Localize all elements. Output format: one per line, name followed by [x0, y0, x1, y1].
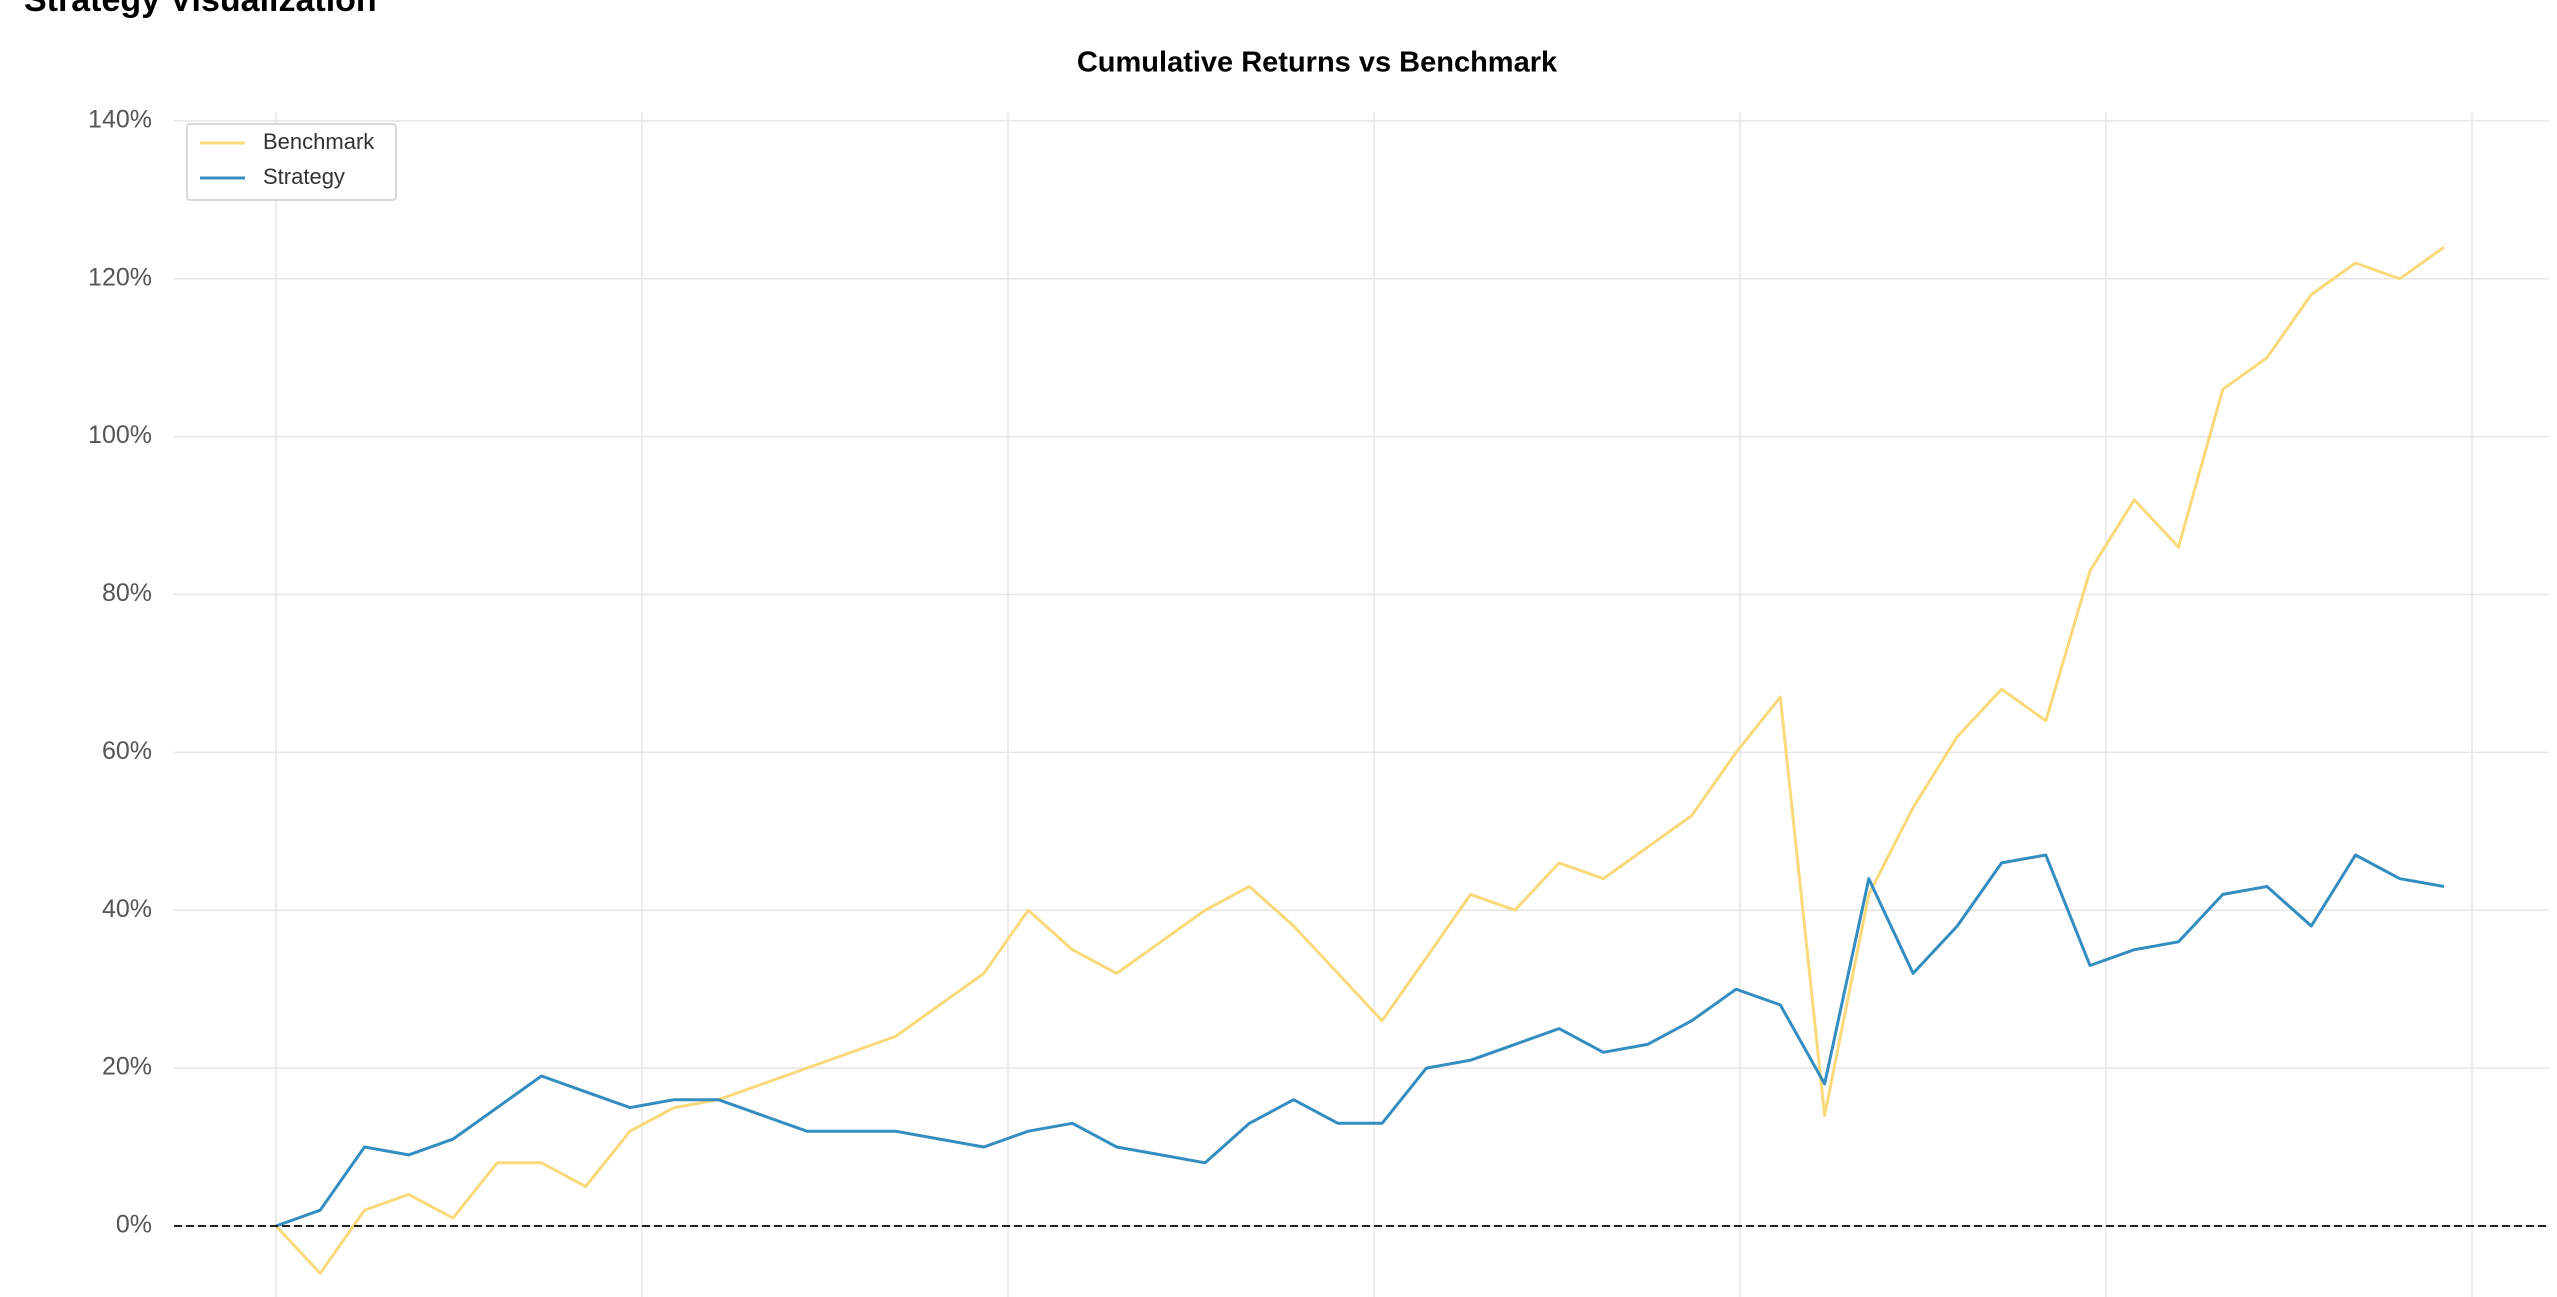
y-tick-label: 120%: [88, 263, 152, 291]
page-heading: Strategy Visualization: [24, 0, 377, 19]
y-tick-label: 100%: [88, 421, 152, 449]
series-line: [275, 853, 2445, 1228]
y-tick-label: 80%: [102, 579, 152, 607]
y-tick-label: 140%: [88, 106, 152, 134]
y-tick-label: 0%: [116, 1211, 152, 1239]
legend-label: Benchmark: [263, 129, 375, 154]
series-line: [274, 245, 2445, 1275]
legend-label: Strategy: [263, 164, 345, 189]
y-tick-label: 20%: [102, 1053, 152, 1081]
y-tick-label: 40%: [102, 895, 152, 923]
chart-title: Cumulative Returns vs Benchmark: [1077, 47, 1558, 79]
y-tick-label: 60%: [102, 737, 152, 765]
